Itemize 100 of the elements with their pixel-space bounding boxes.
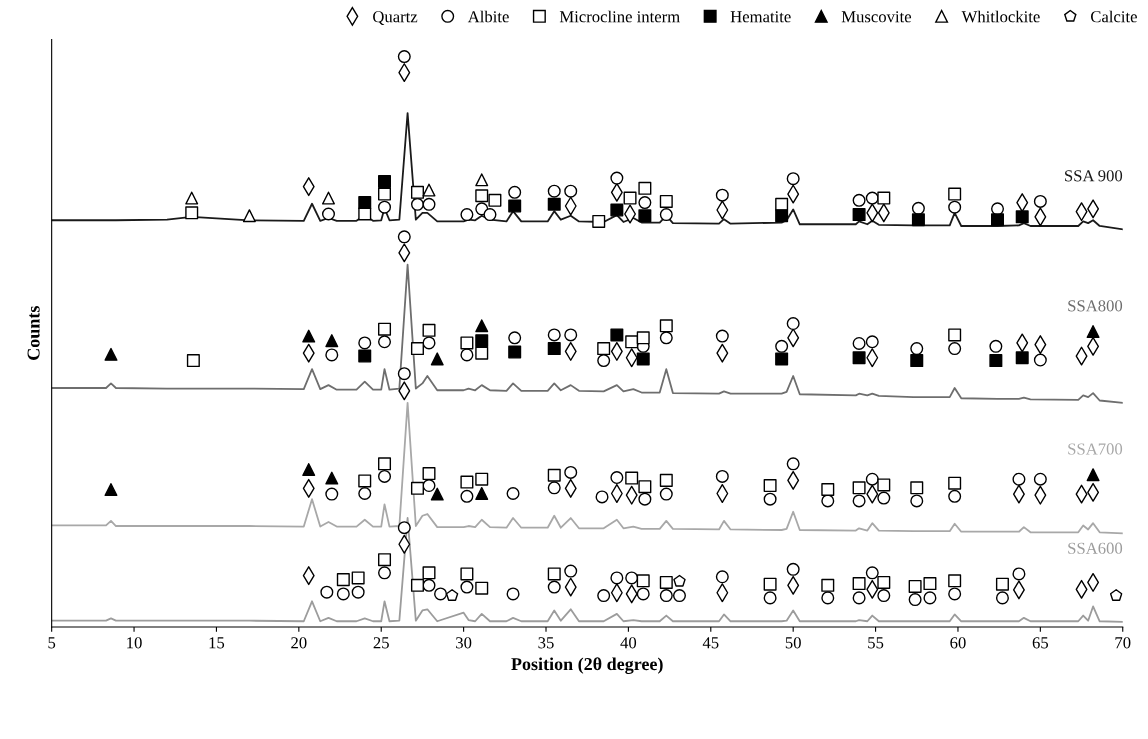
- text: SSA 900: [1065, 170, 1123, 182]
- legend-label: Calcite: [1090, 10, 1137, 23]
- point: [610, 328, 624, 342]
- point: [911, 213, 925, 227]
- point: [422, 467, 436, 481]
- point: [336, 573, 350, 587]
- point: [625, 335, 639, 349]
- point: [775, 352, 789, 366]
- point: [321, 191, 335, 205]
- x-tick-label: 15: [209, 637, 225, 649]
- text: SSA700: [1068, 443, 1123, 455]
- x-tick-label: 35: [538, 637, 554, 649]
- point: [378, 457, 392, 471]
- point: [547, 342, 561, 356]
- point: [636, 352, 650, 366]
- point: [378, 553, 392, 567]
- x-tick-label: 25: [373, 637, 389, 649]
- point: [852, 481, 866, 495]
- point: [325, 471, 339, 485]
- point: [908, 579, 922, 593]
- text: SSA800: [1068, 300, 1123, 312]
- point: [460, 567, 474, 581]
- point: [610, 203, 624, 217]
- point: [351, 571, 365, 585]
- point: [1015, 351, 1029, 365]
- point: [475, 581, 489, 595]
- point: [460, 475, 474, 489]
- point: [821, 482, 835, 497]
- x-tick-label: 65: [1032, 637, 1049, 649]
- x-tick-label: 60: [950, 637, 966, 649]
- point: [1015, 210, 1029, 224]
- point: [910, 354, 924, 368]
- point: [325, 334, 339, 348]
- point: [475, 472, 489, 486]
- point: [460, 336, 474, 350]
- point: [422, 323, 436, 337]
- point: [475, 173, 489, 187]
- point: [592, 214, 606, 228]
- point: [358, 349, 372, 363]
- point: [991, 213, 1005, 227]
- point: [475, 334, 489, 348]
- point: [358, 196, 372, 210]
- point: [638, 480, 652, 494]
- legend-label: Quartz: [373, 11, 418, 25]
- point: [358, 474, 372, 488]
- legend-label: Albite: [467, 10, 509, 23]
- point: [852, 208, 866, 222]
- point: [547, 197, 561, 211]
- legend-label: Microcline interm: [559, 10, 680, 23]
- point: [597, 342, 611, 356]
- point: [948, 574, 962, 588]
- x-tick-label: 55: [868, 637, 884, 649]
- point: [475, 486, 489, 501]
- point: [763, 577, 777, 591]
- point: [948, 476, 962, 490]
- point: [104, 482, 118, 497]
- point: [638, 209, 652, 223]
- point: [547, 567, 561, 581]
- point: [659, 473, 673, 487]
- point: [1086, 324, 1100, 339]
- point: [508, 345, 522, 359]
- point: [410, 185, 424, 199]
- point: [877, 575, 891, 589]
- x-tick-label: 10: [127, 637, 142, 649]
- x-tick-label: 70: [1115, 637, 1131, 649]
- point: [508, 199, 522, 213]
- x-tick-label: 5: [48, 637, 56, 649]
- point: [302, 329, 316, 343]
- legend-label: Hematite: [730, 11, 791, 23]
- x-tick-label: 20: [291, 637, 307, 649]
- point: [410, 578, 424, 592]
- point: [1109, 589, 1123, 601]
- point: [378, 322, 392, 336]
- text: SSA600: [1068, 542, 1123, 554]
- point: [625, 471, 639, 485]
- point: [659, 575, 673, 589]
- point: [185, 206, 199, 220]
- point: [763, 479, 777, 493]
- point: [948, 187, 962, 201]
- point: [302, 463, 316, 477]
- point: [852, 351, 866, 365]
- point: [475, 189, 489, 203]
- point: [378, 174, 392, 188]
- point: [378, 187, 392, 201]
- point: [910, 481, 924, 495]
- y-axis-title: Counts: [27, 306, 40, 360]
- point: [547, 468, 561, 482]
- point: [445, 589, 459, 601]
- point: [923, 577, 937, 591]
- point: [358, 207, 372, 221]
- point: [948, 328, 962, 342]
- point: [422, 566, 436, 580]
- point: [659, 319, 673, 333]
- point: [488, 193, 502, 207]
- x-tick-label: 40: [620, 637, 637, 649]
- point: [877, 478, 891, 492]
- x-tick-label: 30: [456, 637, 472, 649]
- point: [638, 181, 652, 195]
- point: [989, 354, 1003, 368]
- point: [430, 487, 444, 501]
